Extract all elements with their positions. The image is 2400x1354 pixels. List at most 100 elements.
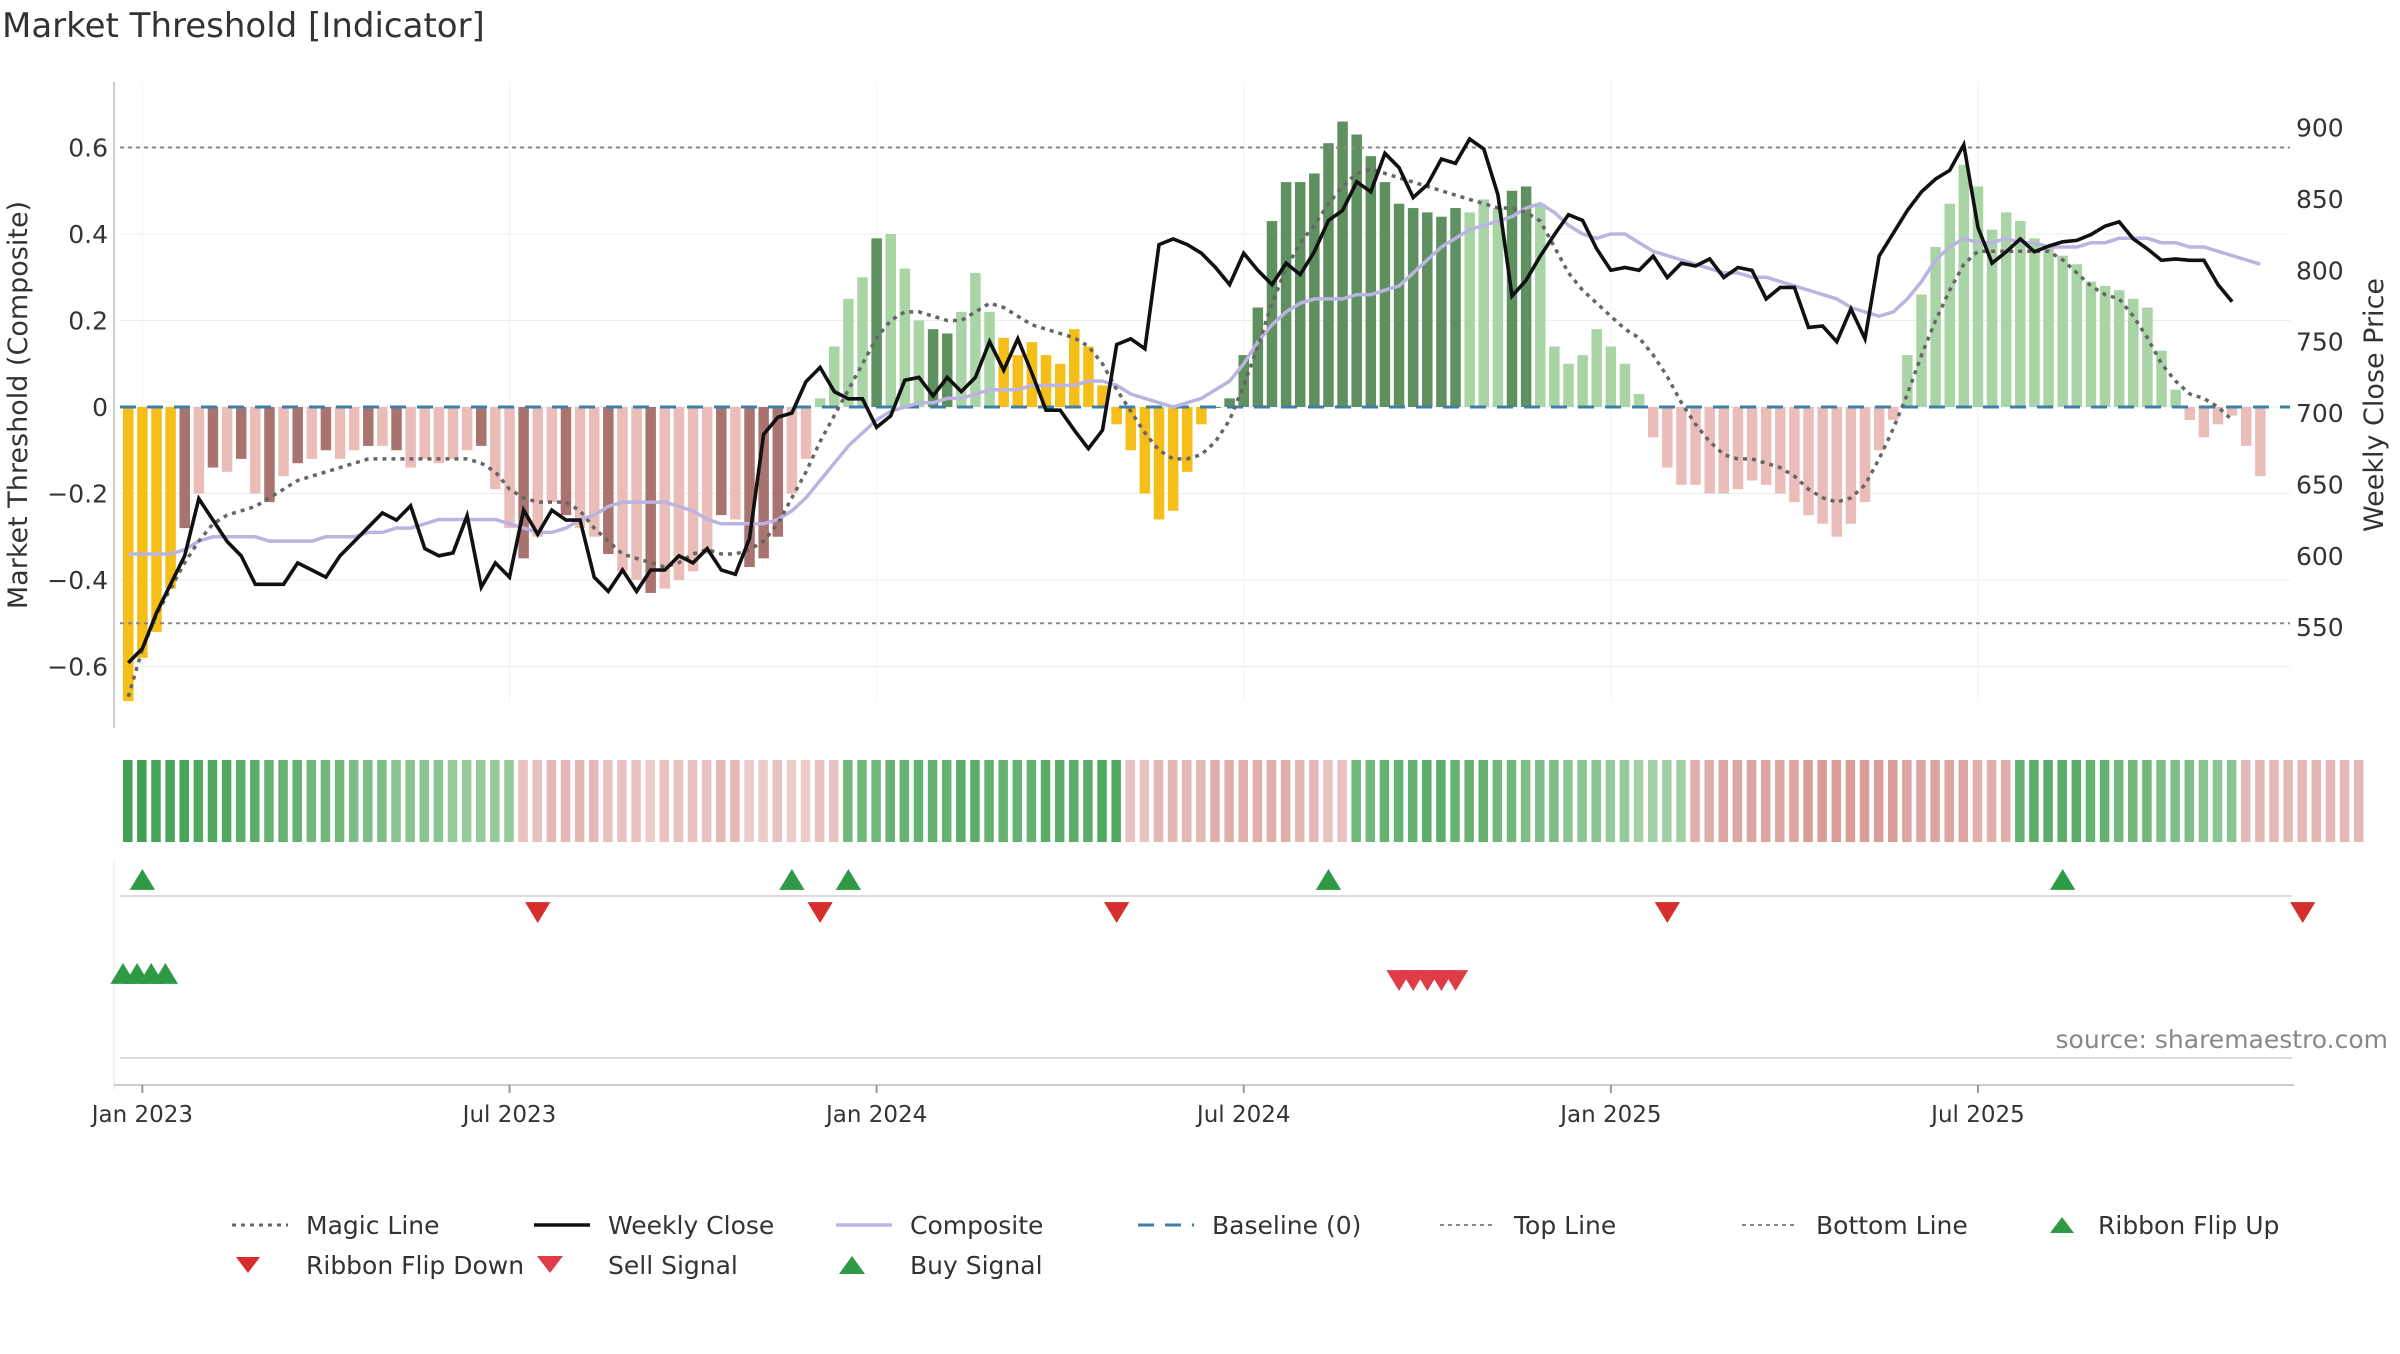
bar [701,407,713,555]
bar [165,407,176,589]
bar [1492,208,1504,407]
bar [1535,203,1546,407]
bar [2128,298,2139,407]
ribbon-cell [2156,760,2166,842]
bar [956,311,967,407]
ribbon-cell [1831,760,1842,842]
ribbon-cell [857,760,867,842]
ribbon-cell [1464,760,1474,842]
bar [447,407,459,459]
bar [306,407,318,459]
bar [588,407,600,537]
bar [1393,203,1405,407]
buy-signal-marker [129,869,156,890]
bar [659,407,671,589]
ribbon-cell [687,760,698,842]
ribbon-cell [433,760,444,842]
ribbon-cell [2000,760,2011,842]
bar [405,407,416,468]
legend-label: Ribbon Flip Up [2098,1210,2280,1240]
bar [1591,329,1602,407]
bar [1266,221,1278,407]
ribbon-cell [377,760,387,842]
ribbon-cell [899,760,910,842]
ribbon-flip-up-marker [152,963,179,984]
ribbon-cell [1280,760,1291,842]
buy-signal-marker [2050,869,2076,890]
bar [1873,407,1885,451]
ribbon-cell [1803,760,1813,842]
ribbon-cell [1718,760,1729,842]
ribbon-flip-down-marker [1442,970,1469,991]
legend-item-bottom-line: Bottom Line [1740,1211,2042,1240]
bar [2015,221,2026,407]
ribbon-cell [2226,760,2237,842]
bar [1125,407,1137,451]
ribbon-cell [1746,760,1757,842]
ribbon-cell [334,760,345,842]
legend-row-2: Ribbon Flip Down Sell Signal Buy Signal [230,1245,2350,1285]
weekly-close-line [127,136,2234,665]
ribbon-cell [447,760,458,842]
bar [1549,346,1560,407]
ribbon-cell [391,760,401,842]
ribbon-cell [758,760,768,842]
legend-label: Bottom Line [1816,1210,1968,1240]
legend-item-top-line: Top Line [1438,1211,1740,1240]
bar [1577,355,1588,407]
bar [1520,186,1532,407]
ribbon-cell [2184,760,2195,842]
ribbon-cell [2241,760,2251,842]
bar [1478,199,1490,407]
bar [207,407,219,468]
bar [1986,229,1998,407]
ribbon-cell [1182,760,1192,842]
bar [631,407,642,580]
ribbon-cell [151,760,161,842]
y2-tick-label: 750 [2296,328,2344,357]
ribbon-cell [1676,760,1686,842]
x-tick-label: Jul 2024 [1195,1102,1291,1128]
ribbon-cell [363,760,373,842]
x-tick-label: Jan 2024 [824,1102,927,1128]
ribbon-cell [1972,760,1983,842]
legend-label: Magic Line [306,1210,440,1240]
bar [716,407,727,516]
bar [1422,212,1433,407]
ribbon-cell [1083,760,1093,842]
source-credit: source: sharemaestro.com [2055,1025,2389,1054]
bar [1662,407,1673,468]
legend-label: Weekly Close [608,1210,775,1240]
bar [574,407,586,529]
bar [433,407,445,464]
bar [1888,407,1899,420]
bar [2099,285,2111,407]
legend: Magic Line Weekly Close Composite Baseli… [230,1205,2350,1285]
ribbon-cell [701,760,712,842]
bar [334,407,346,459]
bar [2226,407,2238,416]
y-tick-label: −0.2 [47,480,108,509]
bar [2029,238,2040,407]
bar [2198,407,2210,438]
bar [348,407,360,451]
bar [1704,407,1715,494]
legend-label: Sell Signal [608,1250,738,1280]
bar [885,234,896,407]
bar [137,407,148,658]
ribbon-cell [207,760,218,842]
bar [2241,407,2252,446]
legend-row-1: Magic Line Weekly Close Composite Baseli… [230,1205,2350,1245]
bar [1464,212,1475,407]
ribbon-cell [235,760,246,842]
sell-signal-marker [807,902,833,923]
x-tick-label: Jan 2023 [90,1102,193,1128]
x-tick-label: Jul 2023 [461,1102,557,1128]
ribbon-cell [461,760,472,842]
bar [235,407,247,459]
ribbon-cell [2113,760,2124,842]
bar [1167,407,1179,511]
ribbon-cell [1958,760,1969,842]
bar [1153,407,1165,520]
